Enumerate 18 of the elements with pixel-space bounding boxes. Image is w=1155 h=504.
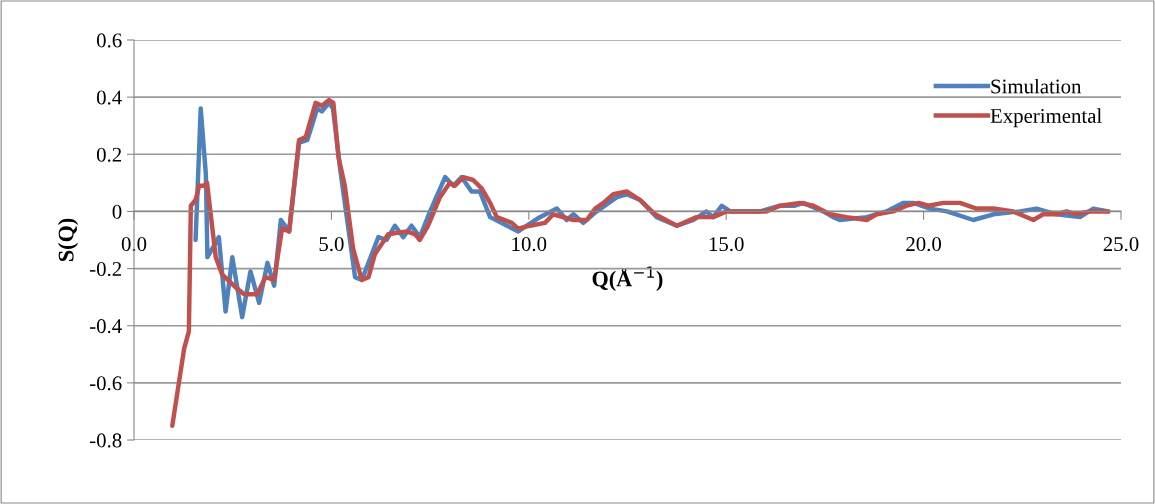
y-tick-label: -0.8 — [89, 433, 122, 448]
x-tick-label: 20.0 — [906, 237, 942, 252]
x-tick-label: 10.0 — [512, 237, 547, 252]
x-tick-label: 0.0 — [121, 237, 147, 252]
x-tick-label: 5.0 — [319, 237, 344, 252]
y-tick-label: 0.2 — [96, 147, 122, 162]
y-tick-label: 0.6 — [96, 33, 122, 48]
y-tick-label: -0.2 — [89, 261, 122, 277]
x-tick-label: 15.0 — [709, 237, 744, 252]
y-axis-title: S(Q) — [57, 218, 79, 262]
x-axis-title: Q(Å$^{−1}$) — [592, 266, 663, 292]
y-tick-label: 0 — [112, 204, 122, 219]
legend-label: Experimental — [990, 108, 1102, 128]
y-tick-label: -0.4 — [89, 319, 122, 334]
legend-label: Simulation — [991, 78, 1082, 94]
y-tick-label: -0.6 — [89, 376, 122, 391]
x-tick-label: 25.0 — [1103, 237, 1139, 252]
y-tick-label: 0.4 — [96, 90, 122, 105]
